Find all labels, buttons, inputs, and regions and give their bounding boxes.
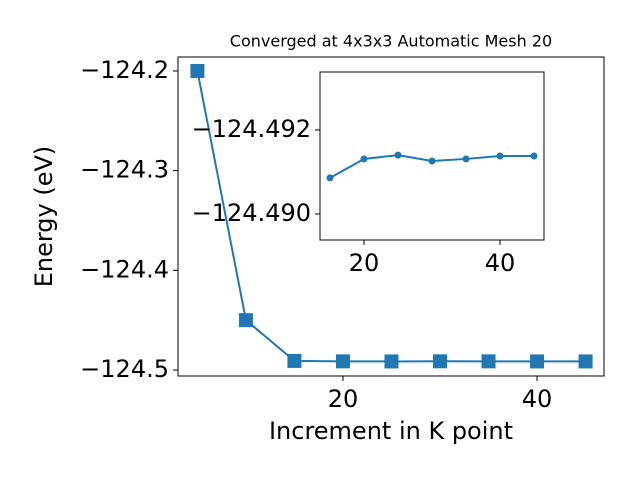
x-tick-label: 40: [485, 249, 516, 277]
data-point: [433, 354, 448, 369]
x-axis-label: Increment in K point: [269, 417, 513, 445]
chart-title: Converged at 4x3x3 Automatic Mesh 20: [230, 32, 552, 51]
y-tick-label: −124.4: [80, 255, 169, 283]
data-point: [326, 174, 334, 182]
y-tick-label: −124.492: [192, 115, 311, 143]
y-tick-label: −124.3: [80, 156, 169, 184]
data-point: [394, 151, 402, 159]
data-point: [462, 155, 470, 163]
data-point: [578, 354, 593, 369]
y-tick-label: −124.5: [80, 355, 169, 383]
data-point: [428, 157, 436, 165]
data-point: [481, 354, 496, 369]
data-point: [384, 354, 399, 369]
y-tick-label: −124.2: [80, 56, 169, 84]
data-point: [530, 354, 545, 369]
data-point: [360, 155, 368, 163]
data-point: [530, 152, 538, 160]
data-point: [496, 152, 504, 160]
data-point: [335, 354, 350, 369]
y-axis-label: Energy (eV): [30, 146, 58, 288]
data-point: [190, 63, 205, 78]
data-point: [287, 353, 302, 368]
y-tick-label: −124.490: [192, 199, 311, 227]
data-point: [238, 313, 253, 328]
x-tick-label: 40: [522, 385, 553, 413]
x-tick-label: 20: [328, 385, 359, 413]
x-tick-label: 20: [349, 249, 380, 277]
